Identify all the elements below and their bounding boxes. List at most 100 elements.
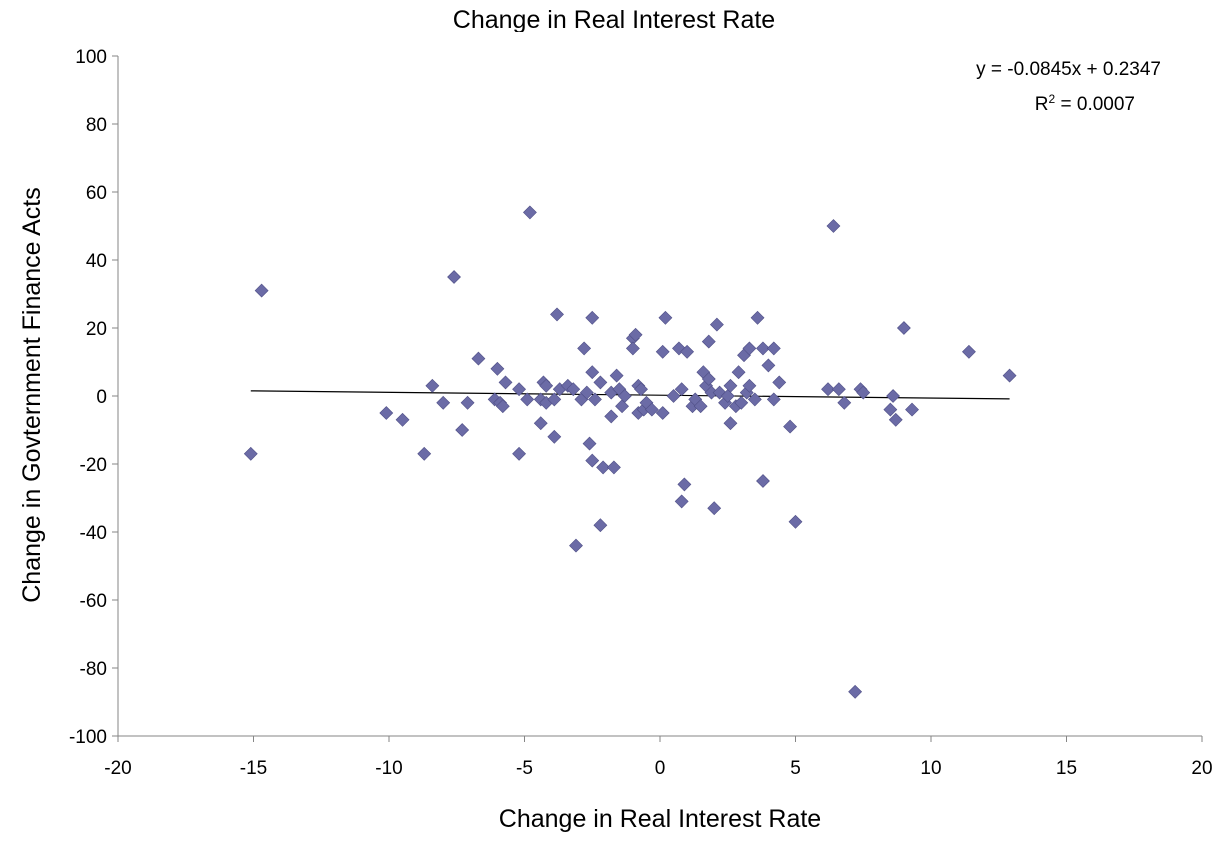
- data-point: [826, 219, 841, 233]
- data-point: [566, 382, 581, 397]
- y-tick-label: 60: [86, 183, 107, 204]
- data-point: [756, 474, 770, 488]
- data-point: [848, 684, 863, 699]
- data-point: [856, 385, 871, 400]
- data-point: [460, 395, 475, 410]
- data-point: [883, 402, 898, 417]
- y-tick-label: -60: [80, 591, 107, 612]
- x-tick-label: 20: [1191, 758, 1212, 779]
- y-tick-label: 0: [96, 387, 107, 408]
- data-point: [522, 205, 537, 220]
- data-point: [593, 375, 608, 390]
- y-tick-label: 20: [86, 319, 107, 340]
- data-point: [821, 382, 835, 397]
- data-point: [617, 389, 632, 403]
- data-point: [766, 392, 781, 407]
- data-point: [731, 365, 746, 380]
- data-point: [905, 402, 919, 417]
- data-point: [701, 334, 716, 349]
- data-point: [677, 477, 692, 492]
- data-point: [783, 419, 798, 434]
- y-tick-label: -20: [80, 455, 107, 476]
- y-tick-label: 40: [86, 251, 107, 272]
- data-point: [615, 399, 629, 414]
- data-point: [585, 310, 600, 325]
- data-point: [520, 392, 535, 407]
- data-point: [831, 382, 846, 397]
- data-point: [674, 382, 689, 397]
- data-point: [379, 406, 394, 420]
- data-point: [634, 382, 648, 397]
- data-point: [455, 423, 470, 437]
- data-point: [593, 518, 608, 533]
- data-point: [547, 429, 562, 444]
- data-point: [625, 341, 640, 356]
- data-point: [588, 392, 602, 407]
- data-point: [607, 460, 621, 475]
- data-point: [886, 389, 900, 403]
- data-point: [243, 446, 258, 461]
- data-point: [495, 399, 510, 414]
- data-point: [962, 344, 976, 359]
- data-point: [747, 392, 762, 407]
- data-point: [674, 494, 689, 509]
- data-point: [658, 310, 673, 325]
- axis-labels: Change in Real Interest Rate Change in Go…: [18, 187, 821, 833]
- data-point: [644, 402, 659, 417]
- data-point: [585, 453, 600, 468]
- data-point: [888, 412, 903, 427]
- data-point: [547, 392, 562, 407]
- data-point: [628, 327, 643, 342]
- x-tick-label: -10: [375, 758, 402, 779]
- data-point: [533, 416, 548, 431]
- chart-title-clip: Change in Real Interest Rate: [0, 0, 1228, 32]
- y-tick-label: -100: [69, 727, 107, 748]
- data-point: [582, 436, 597, 451]
- data-point: [569, 538, 583, 553]
- data-point: [693, 399, 708, 414]
- data-point: [707, 501, 722, 516]
- data-point: [723, 378, 738, 393]
- axes: -100 -80 -60 -40 -20 0 20 40 60 80 100 -20 -15 -10 -5 0…: [69, 47, 1213, 779]
- x-tick-label: 15: [1056, 758, 1077, 779]
- data-point: [498, 375, 513, 390]
- data-point: [471, 351, 486, 366]
- data-point: [512, 446, 527, 461]
- data-point: [750, 310, 765, 325]
- data-point: [596, 460, 611, 475]
- x-tick-label: 10: [920, 758, 941, 779]
- data-point: [680, 344, 695, 359]
- data-point: [512, 382, 527, 397]
- data-point: [655, 406, 670, 420]
- x-tick-label: 0: [655, 758, 666, 779]
- data-point: [395, 412, 410, 427]
- data-point: [742, 378, 757, 393]
- data-point: [550, 307, 564, 322]
- x-tick-label: -15: [240, 758, 267, 779]
- y-tick-label: 100: [75, 47, 107, 68]
- data-point: [742, 341, 757, 356]
- data-point: [577, 341, 592, 356]
- data-points: [243, 205, 1017, 699]
- data-point: [701, 372, 716, 386]
- data-point: [604, 409, 619, 424]
- y-tick-label: -80: [80, 659, 107, 680]
- data-point: [709, 317, 724, 332]
- data-point: [666, 389, 681, 403]
- data-point: [539, 378, 554, 393]
- y-axis-title: Change in Govternment Finance Acts: [18, 187, 46, 603]
- trendline-equation: y = -0.0845x + 0.2347: [976, 59, 1161, 80]
- data-point: [772, 375, 787, 390]
- data-point: [425, 378, 440, 393]
- data-point: [766, 341, 781, 356]
- data-point: [837, 395, 852, 410]
- y-tick-label: 80: [86, 115, 107, 136]
- data-point: [734, 395, 749, 410]
- data-point: [585, 365, 600, 380]
- x-tick-label: -5: [516, 758, 533, 779]
- y-tick-label: -40: [80, 523, 107, 544]
- x-axis-title: Change in Real Interest Rate: [499, 805, 821, 833]
- r-squared-label: R2 = 0.0007: [1035, 92, 1135, 115]
- chart-title: Change in Real Interest Rate: [452, 6, 776, 32]
